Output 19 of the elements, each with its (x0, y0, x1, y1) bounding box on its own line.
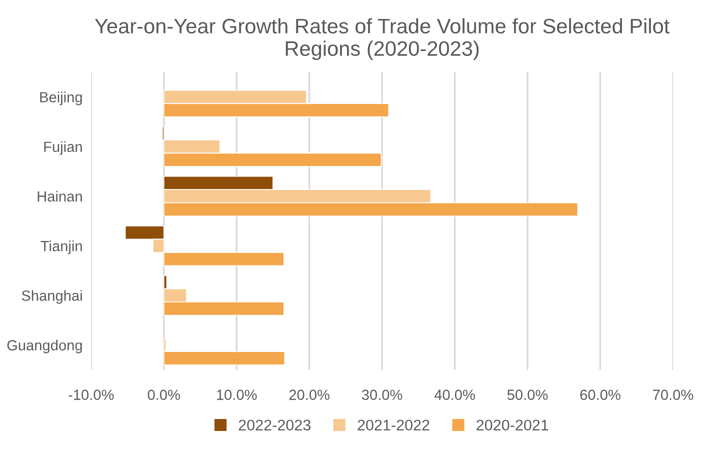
x-tick-label: 20.0% (289, 390, 330, 400)
x-tick-label: 40.0% (434, 390, 475, 400)
y-tick-label: Tianjin (40, 240, 82, 254)
x-tick-label: 50.0% (507, 390, 548, 400)
y-tick-label: Beijing (40, 92, 82, 106)
legend-label: 2022-2023 (238, 420, 310, 431)
chart-title: Year-on-Year Growth Rates of Trade Volume for Selected Pilot Regions (2020-2023) (94, 18, 670, 60)
x-tick-label: 10.0% (217, 390, 257, 400)
x-tick-label: -10.0% (68, 390, 114, 400)
y-tick-label: Shanghai (22, 290, 82, 304)
x-tick-label: 60.0% (580, 390, 620, 400)
x-tick-label: 30.0% (362, 390, 402, 400)
y-tick-label: Guangdong (7, 340, 82, 354)
y-tick-label: Fujian (44, 141, 82, 155)
x-tick-label: 0.0% (148, 390, 180, 400)
legend-label: 2021-2022 (358, 420, 430, 431)
x-tick-label: 70.0% (653, 390, 694, 400)
legend-label: 2020-2021 (476, 420, 548, 431)
y-tick-label: Hainan (38, 190, 82, 202)
